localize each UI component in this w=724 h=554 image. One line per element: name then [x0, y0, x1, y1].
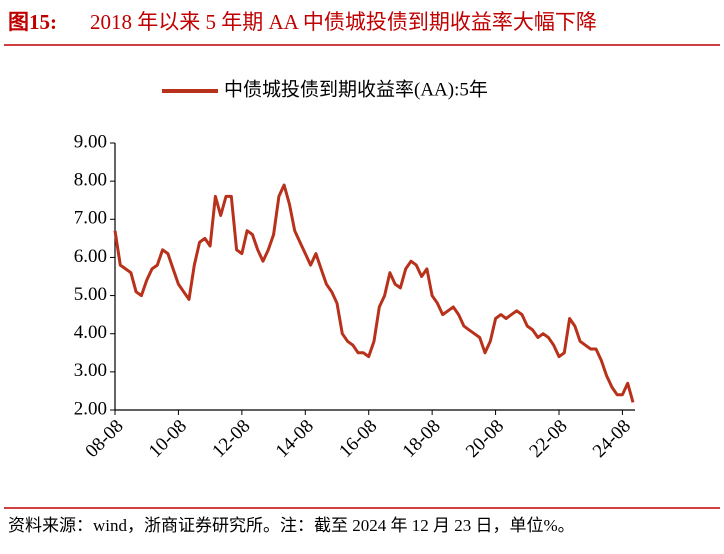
y-tick-label: 7.00: [74, 208, 107, 229]
y-tick-label: 2.00: [74, 398, 107, 419]
y-tick-label: 9.00: [74, 131, 107, 152]
figure-label: 图15:: [8, 10, 57, 34]
x-tick-label: 24-08: [589, 416, 635, 462]
chart-title: 2018 年以来 5 年期 AA 中债城投债到期收益率大幅下降: [90, 10, 597, 34]
series-line: [113, 183, 635, 403]
x-tick-label: 12-08: [208, 416, 254, 462]
x-tick-label: 10-08: [145, 416, 191, 462]
y-tick-label: 8.00: [74, 170, 107, 191]
x-tick-label: 22-08: [525, 416, 571, 462]
y-tick-label: 5.00: [74, 284, 107, 305]
y-tick-label: 6.00: [74, 246, 107, 267]
x-tick-label: 08-08: [81, 416, 127, 462]
x-tick-label: 16-08: [335, 416, 381, 462]
x-tick-label: 14-08: [272, 416, 318, 462]
legend-label: 中债城投债到期收益率(AA):5年: [224, 78, 488, 100]
source-note: 资料来源：wind，浙商证券研究所。注：截至 2024 年 12 月 23 日，…: [8, 516, 575, 535]
x-tick-label: 20-08: [462, 416, 508, 462]
y-tick-label: 3.00: [74, 360, 107, 381]
x-tick-label: 18-08: [399, 416, 445, 462]
y-tick-label: 4.00: [74, 322, 107, 343]
